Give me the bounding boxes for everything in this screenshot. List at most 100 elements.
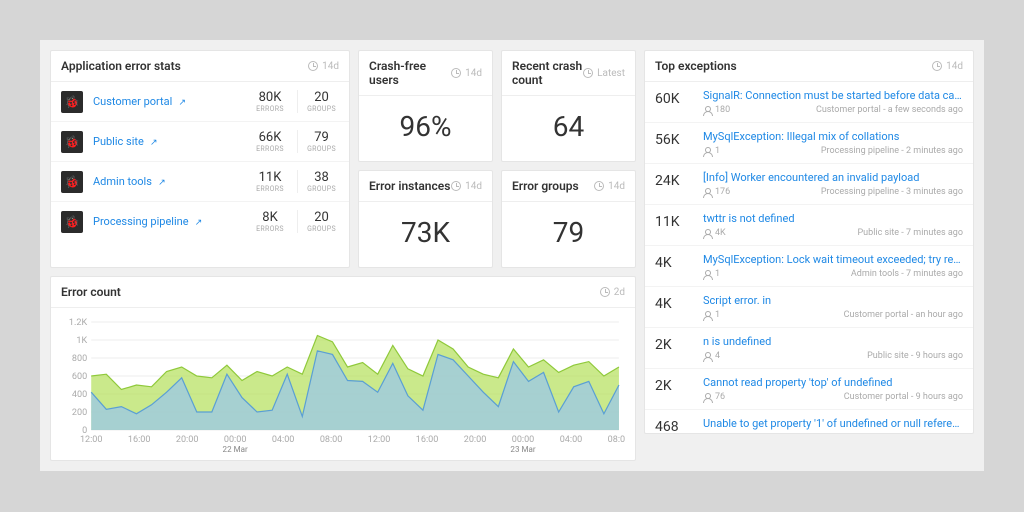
exception-message[interactable]: n is undefined [703, 335, 963, 348]
svg-text:1K: 1K [76, 336, 87, 346]
exception-meta: Customer portal - an hour ago [844, 310, 963, 320]
svg-text:800: 800 [72, 354, 87, 364]
svg-text:20:00: 20:00 [176, 435, 199, 445]
app-link[interactable]: Admin tools ↗ [93, 175, 249, 188]
card-period: 14d [451, 181, 482, 192]
errors-metric: 11KERRORS [249, 170, 291, 193]
card-header: Error groups 14d [502, 171, 635, 202]
period-text: 14d [465, 181, 482, 192]
exception-row[interactable]: 24K [Info] Worker encountered an invalid… [645, 164, 973, 205]
app-row[interactable]: 🐞 Admin tools ↗ 11KERRORS 38GROUPS [51, 162, 349, 202]
exception-message[interactable]: MySqlException: Illegal mix of collation… [703, 130, 963, 143]
card-header: Application error stats 14d [51, 51, 349, 82]
svg-text:08:00: 08:00 [608, 435, 625, 445]
exception-message[interactable]: SignalR: Connection must be started befo… [703, 89, 963, 102]
kpi-error-groups: Error groups 14d 79 [501, 170, 636, 268]
app-icon: 🐞 [61, 131, 83, 153]
exception-row[interactable]: 468 Unable to get property '1' of undefi… [645, 410, 973, 434]
card-header: Error instances 14d [359, 171, 492, 202]
errors-metric: 80KERRORS [249, 90, 291, 113]
exception-message[interactable]: twttr is not defined [703, 212, 963, 225]
groups-metric: 79GROUPS [297, 130, 339, 153]
exception-count: 4K [655, 294, 693, 312]
app-link[interactable]: Processing pipeline ↗ [93, 215, 249, 228]
card-period: 14d [594, 181, 625, 192]
svg-text:12:00: 12:00 [80, 435, 103, 445]
kpi-value: 73K [359, 202, 492, 267]
exception-meta: Processing pipeline - 3 minutes ago [821, 187, 963, 197]
svg-text:04:00: 04:00 [272, 435, 295, 445]
exception-count: 56K [655, 130, 693, 148]
exception-users: 4 [703, 351, 720, 361]
card-header: Error count 2d [51, 277, 635, 308]
exception-users: 76 [703, 392, 725, 402]
dashboard: Application error stats 14d 🐞 Customer p… [40, 40, 984, 471]
card-header: Crash-free users 14d [359, 51, 492, 96]
exception-row[interactable]: 4K MySqlException: Lock wait timeout exc… [645, 246, 973, 287]
exception-users: 1 [703, 310, 720, 320]
external-link-icon: ↗ [193, 218, 203, 228]
exception-count: 2K [655, 335, 693, 353]
exception-users: 4K [703, 228, 726, 238]
kpi-value: 79 [502, 202, 635, 267]
card-title: Recent crash count [512, 59, 583, 87]
exception-count: 2K [655, 376, 693, 394]
exception-row[interactable]: 4K Script error. in 1 Customer portal - … [645, 287, 973, 328]
card-period: 2d [600, 287, 625, 298]
svg-text:08:00: 08:00 [320, 435, 343, 445]
kpi-crash-free: Crash-free users 14d 96% [358, 50, 493, 162]
exception-meta: Customer portal - a few seconds ago [816, 105, 963, 115]
external-link-icon: ↗ [176, 98, 186, 108]
card-title: Error count [61, 285, 121, 299]
error-chart: 02004006008001K1.2K12:0016:0020:0000:000… [61, 316, 625, 456]
exception-message[interactable]: Cannot read property 'top' of undefined [703, 376, 963, 389]
app-link[interactable]: Public site ↗ [93, 135, 249, 148]
exception-message[interactable]: MySqlException: Lock wait timeout exceed… [703, 253, 963, 266]
card-period: 14d [932, 61, 963, 72]
period-text: 14d [322, 61, 339, 72]
card-period: Latest [583, 68, 625, 79]
app-icon: 🐞 [61, 91, 83, 113]
svg-text:1.2K: 1.2K [69, 318, 88, 328]
user-icon [703, 147, 712, 156]
period-text: 14d [608, 181, 625, 192]
groups-metric: 20GROUPS [297, 90, 339, 113]
errors-metric: 66KERRORS [249, 130, 291, 153]
exception-users [703, 433, 715, 434]
svg-text:20:00: 20:00 [464, 435, 487, 445]
card-title: Error groups [512, 179, 579, 193]
exception-row[interactable]: 2K n is undefined 4 Public site - 9 hour… [645, 328, 973, 369]
card-title: Crash-free users [369, 59, 451, 87]
user-icon [703, 433, 712, 434]
groups-metric: 38GROUPS [297, 170, 339, 193]
exception-row[interactable]: 11K twttr is not defined 4K Public site … [645, 205, 973, 246]
exception-row[interactable]: 2K Cannot read property 'top' of undefin… [645, 369, 973, 410]
svg-text:23 Mar: 23 Mar [510, 445, 535, 454]
exception-row[interactable]: 60K SignalR: Connection must be started … [645, 82, 973, 123]
user-icon [703, 311, 712, 320]
errors-metric: 8KERRORS [249, 210, 291, 233]
card-title: Error instances [369, 179, 450, 193]
app-row[interactable]: 🐞 Public site ↗ 66KERRORS 79GROUPS [51, 122, 349, 162]
kpi-value: 96% [359, 96, 492, 161]
clock-icon [451, 68, 461, 78]
card-period: 14d [308, 61, 339, 72]
exception-message[interactable]: [Info] Worker encountered an invalid pay… [703, 171, 963, 184]
groups-metric: 20GROUPS [297, 210, 339, 233]
exception-row[interactable]: 56K MySqlException: Illegal mix of colla… [645, 123, 973, 164]
svg-text:400: 400 [72, 390, 87, 400]
exception-message[interactable]: Script error. in [703, 294, 963, 307]
app-row[interactable]: 🐞 Processing pipeline ↗ 8KERRORS 20GROUP… [51, 202, 349, 241]
exception-meta: Customer portal - 9 hours ago [844, 392, 963, 402]
svg-text:12:00: 12:00 [368, 435, 391, 445]
app-link[interactable]: Customer portal ↗ [93, 95, 249, 108]
user-icon [703, 270, 712, 279]
external-link-icon: ↗ [148, 138, 158, 148]
svg-text:04:00: 04:00 [560, 435, 583, 445]
clock-icon [932, 61, 942, 71]
svg-text:200: 200 [72, 408, 87, 418]
app-icon: 🐞 [61, 171, 83, 193]
card-header: Top exceptions 14d [645, 51, 973, 82]
app-row[interactable]: 🐞 Customer portal ↗ 80KERRORS 20GROUPS [51, 82, 349, 122]
exception-message[interactable]: Unable to get property '1' of undefined … [703, 417, 963, 430]
